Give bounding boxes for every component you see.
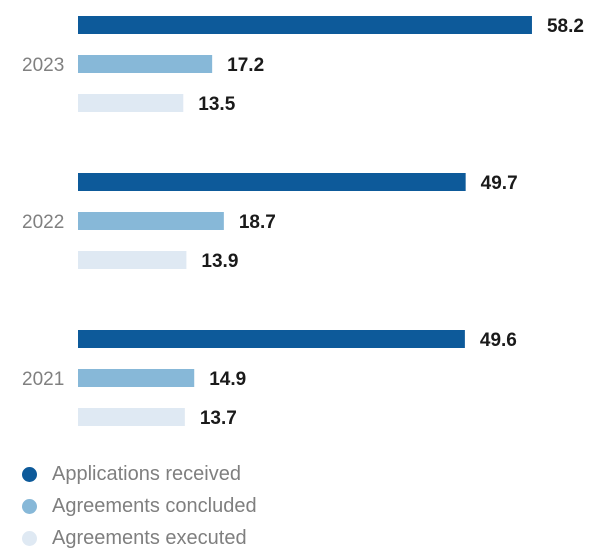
legend-item-agreements-executed: Agreements executed <box>22 522 257 554</box>
bar-2022-series-2 <box>78 251 187 269</box>
category-label-2021: 2021 <box>22 369 64 390</box>
bar-2023-series-2 <box>78 94 184 112</box>
legend-label: Agreements concluded <box>52 494 257 517</box>
value-label-2022-series-2: 13.9 <box>201 251 238 272</box>
legend-item-agreements-concluded: Agreements concluded <box>22 490 257 522</box>
legend-item-applications-received: Applications received <box>22 458 257 490</box>
bar-2022-series-0 <box>78 173 466 191</box>
value-label-2021-series-2: 13.7 <box>200 408 237 429</box>
bar-2023-series-1 <box>78 55 213 73</box>
legend-swatch-icon <box>22 530 37 546</box>
bar-2021-series-0 <box>78 330 465 348</box>
bar-2021-series-1 <box>78 369 195 387</box>
legend-label: Agreements executed <box>52 526 247 549</box>
category-label-2022: 2022 <box>22 212 64 233</box>
value-label-2023-series-0: 58.2 <box>547 16 584 37</box>
bar-2022-series-1 <box>78 212 224 230</box>
value-label-2021-series-1: 14.9 <box>209 369 246 390</box>
value-label-2022-series-1: 18.7 <box>239 212 276 233</box>
value-label-2023-series-1: 17.2 <box>227 55 264 76</box>
value-label-2023-series-2: 13.5 <box>198 94 235 115</box>
bar-2023-series-0 <box>78 16 532 34</box>
category-label-2023: 2023 <box>22 55 64 76</box>
value-label-2021-series-0: 49.6 <box>480 330 517 351</box>
bar-2021-series-2 <box>78 408 185 426</box>
value-label-2022-series-0: 49.7 <box>481 173 518 194</box>
legend-label: Applications received <box>52 462 241 485</box>
bar-chart: 2023 58.2 17.2 13.5 2022 49.7 18.713.9 2021 49.6… <box>22 16 584 429</box>
legend-swatch-icon <box>22 466 37 482</box>
legend: Applications received Agreements conclud… <box>22 458 257 554</box>
legend-swatch-icon <box>22 498 37 514</box>
